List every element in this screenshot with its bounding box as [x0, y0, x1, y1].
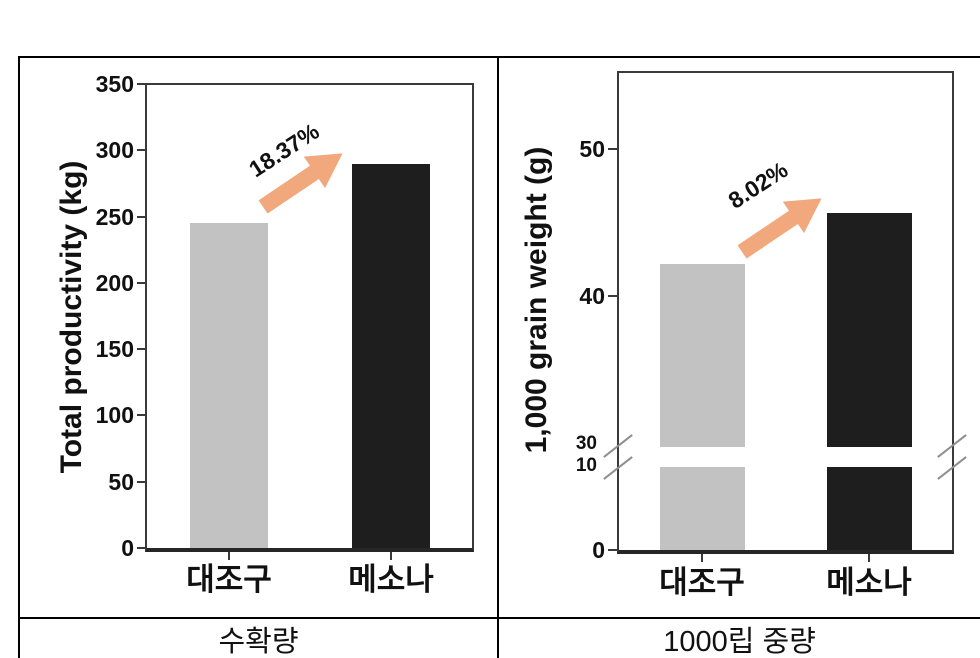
x-tick: [390, 552, 392, 560]
y-tick-label: 300: [95, 137, 134, 164]
y-axis-title-left: Total productivity (kg): [55, 160, 88, 474]
y-tick-label: 50: [108, 468, 134, 495]
y-tick-label: 0: [121, 535, 134, 561]
y-tick-label: 10: [575, 454, 597, 476]
y-tick: [137, 149, 146, 152]
y-tick: [137, 83, 146, 85]
x-tick: [701, 554, 703, 562]
y-tick-label: 50: [579, 135, 605, 162]
bar-control-lower: [659, 467, 745, 550]
caption-right: 1000립 중량: [663, 625, 816, 658]
y-tick: [137, 547, 146, 549]
y-tick-label: 350: [95, 71, 134, 97]
y-tick-label: 30: [575, 432, 597, 454]
bar-control: [190, 223, 268, 548]
x-category-label: 메소나: [826, 565, 912, 600]
x-category-label: 대조구: [659, 565, 745, 600]
table-border-left: [18, 56, 20, 658]
table-border-top: [18, 56, 980, 58]
table-divider-vertical: [497, 56, 499, 658]
x-tick: [868, 554, 870, 562]
bar-mesona-lower: [826, 467, 912, 550]
x-tick: [228, 552, 230, 560]
y-tick: [137, 414, 146, 417]
y-tick-label: 100: [95, 402, 134, 429]
bar-control-upper: [659, 263, 745, 447]
y-tick: [608, 295, 617, 297]
y-tick: [137, 480, 146, 483]
y-tick: [137, 348, 146, 351]
y-tick: [137, 281, 146, 284]
bar-mesona: [352, 163, 430, 548]
increase-arrow-icon: [737, 198, 822, 259]
plot-area-right: [617, 71, 954, 554]
caption-left: 수확량: [218, 625, 299, 658]
y-tick: [137, 215, 146, 218]
y-tick-label: 250: [95, 203, 134, 230]
x-category-label: 메소나: [348, 562, 434, 597]
y-tick-label: 200: [95, 269, 134, 296]
y-tick: [608, 549, 617, 551]
y-tick: [608, 147, 617, 150]
plot-area-left: [145, 83, 474, 552]
y-tick-label: 40: [579, 283, 605, 309]
y-tick-label: 150: [95, 336, 134, 363]
y-tick-label: 0: [592, 537, 605, 563]
x-category-label: 대조구: [186, 562, 272, 597]
caption-row-divider: [18, 617, 980, 619]
bar-mesona-upper: [826, 213, 912, 447]
increase-arrow-icon: [258, 153, 343, 214]
